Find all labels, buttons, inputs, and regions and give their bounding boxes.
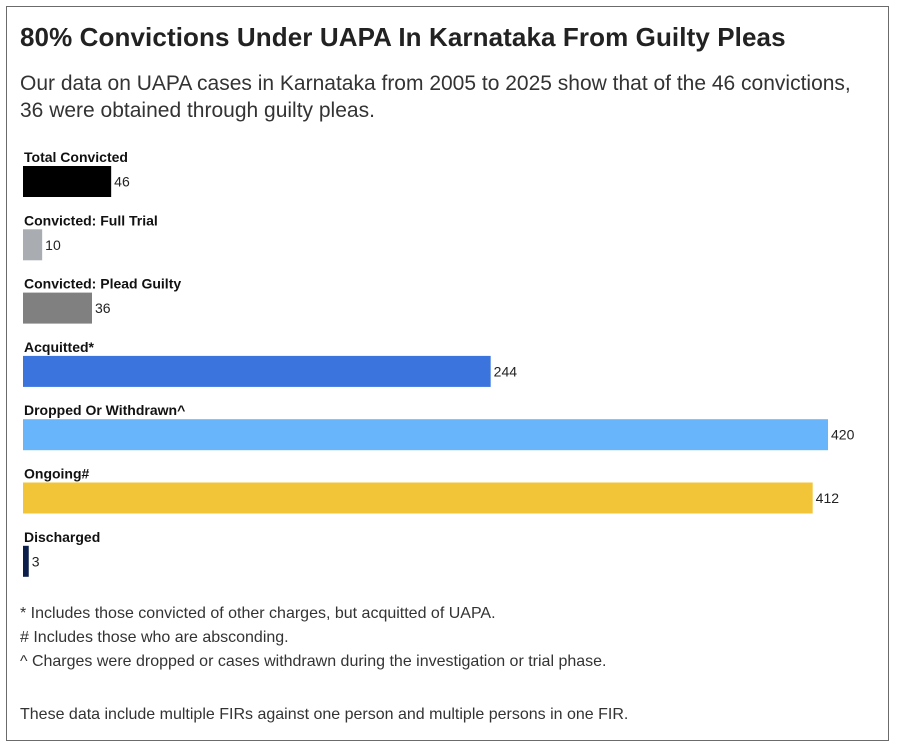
- bar-total-convicted: [23, 166, 112, 197]
- footnote-dropped: ^ Charges were dropped or cases withdraw…: [20, 653, 607, 670]
- chart-subtitle: Our data on UAPA cases in Karnataka from…: [20, 72, 851, 122]
- chart-container: 80% Convictions Under UAPA In Karnataka …: [6, 6, 889, 741]
- value-label-convicted-plead-guilty: 36: [95, 300, 111, 316]
- bar-ongoing: [23, 482, 813, 514]
- footnotes: * Includes those convicted of other char…: [20, 602, 880, 674]
- value-label-convicted-full-trial: 10: [45, 237, 61, 253]
- category-label-convicted-full-trial: Convicted: Full Trial: [24, 212, 158, 228]
- category-label-convicted-plead-guilty: Convicted: Plead Guilty: [24, 276, 181, 292]
- data-caveat: These data include multiple FIRs against…: [20, 706, 629, 723]
- chart-title: 80% Convictions Under UAPA In Karnataka …: [20, 22, 786, 52]
- bar-dropped-or-withdrawn: [23, 419, 828, 451]
- value-label-total-convicted: 46: [114, 174, 130, 190]
- category-label-dropped-or-withdrawn: Dropped Or Withdrawn^: [24, 402, 185, 418]
- value-label-acquitted: 244: [494, 363, 518, 379]
- category-label-acquitted: Acquitted*: [24, 339, 95, 355]
- value-label-dropped-or-withdrawn: 420: [831, 427, 855, 443]
- footnote-acquitted: * Includes those convicted of other char…: [20, 605, 496, 622]
- footnote-ongoing: # Includes those who are absconding.: [20, 629, 289, 646]
- bar-convicted-full-trial: [23, 229, 43, 261]
- bar-acquitted: [23, 355, 491, 387]
- value-label-ongoing: 412: [816, 490, 840, 506]
- bar-discharged: [23, 545, 29, 577]
- bar-convicted-plead-guilty: [23, 292, 92, 324]
- bar-chart: Total Convicted 46 Convicted: Full Trial 10…: [23, 149, 855, 577]
- category-label-ongoing: Ongoing#: [24, 466, 90, 482]
- category-label-discharged: Discharged: [24, 529, 100, 545]
- value-label-discharged: 3: [32, 553, 40, 569]
- category-label-total-convicted: Total Convicted: [24, 149, 128, 165]
